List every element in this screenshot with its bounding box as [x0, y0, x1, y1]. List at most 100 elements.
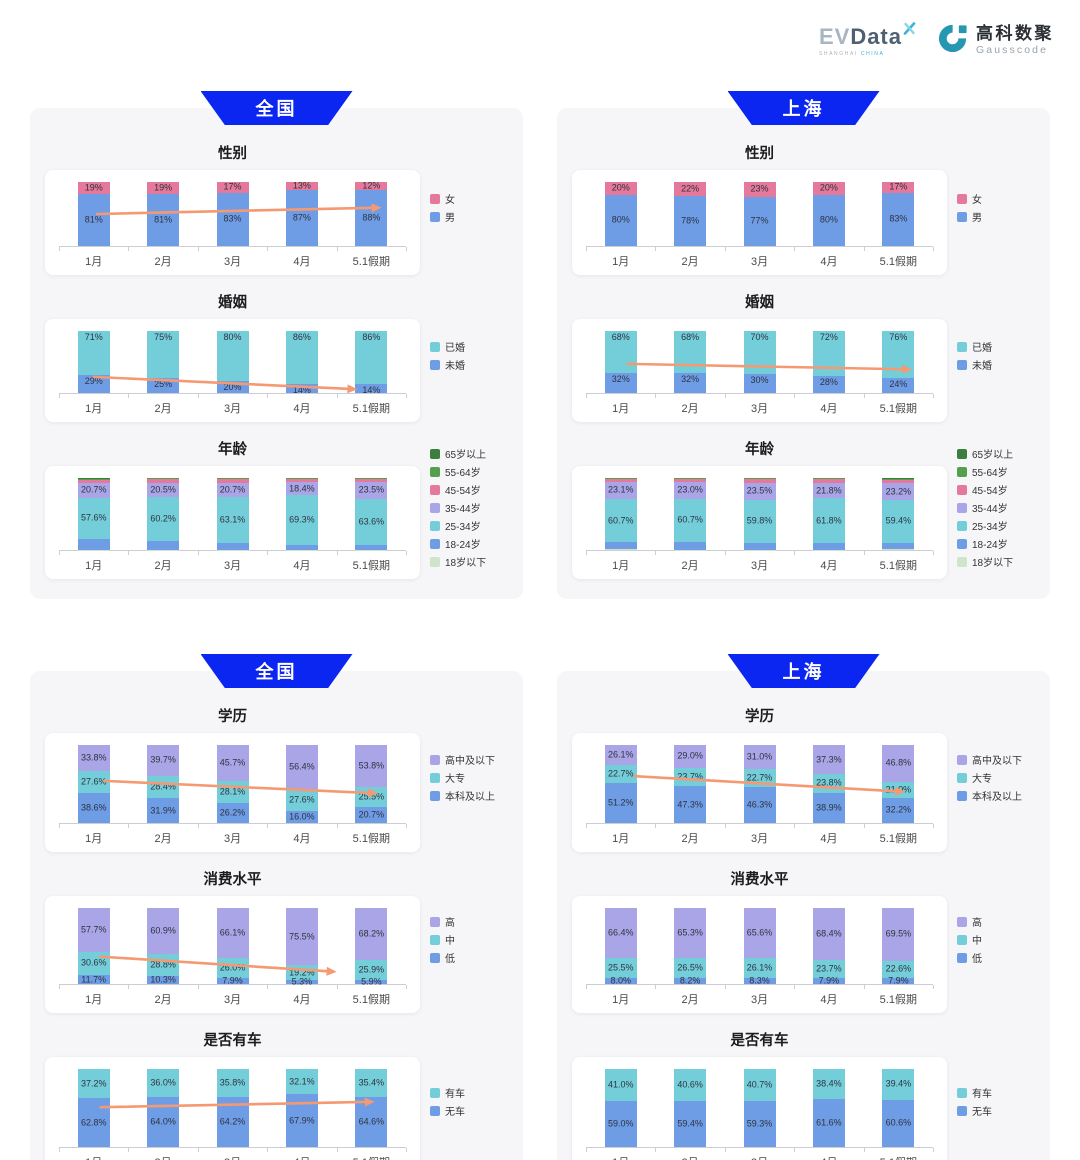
bar-segment: 28.8% — [147, 954, 180, 977]
legend-item-大专[interactable]: 大专 — [430, 770, 508, 785]
legend-label: 18岁以下 — [972, 558, 1014, 569]
segment-value-label: 60.2% — [150, 513, 176, 524]
legend-item-65岁以上[interactable]: 65岁以上 — [957, 446, 1035, 461]
bar-segment: 28.1% — [216, 780, 249, 803]
legend-item-无车[interactable]: 无车 — [430, 1103, 508, 1118]
legend-label: 未婚 — [972, 361, 992, 372]
legend-label: 高中及以下 — [445, 756, 495, 767]
segment-value-label: 65.6% — [746, 927, 773, 938]
legend-item-有车[interactable]: 有车 — [430, 1085, 508, 1100]
legend-item-女[interactable]: 女 — [430, 191, 508, 206]
x-axis-label: 1月 — [85, 994, 103, 1006]
chart-title: 是否有车 — [730, 1033, 789, 1049]
bar-segment: 51.2% — [604, 783, 637, 823]
segment-value-label: 23.5% — [358, 484, 385, 495]
bar-slot: 35.8% 64.2% — [198, 1069, 269, 1152]
segment-value-label: 31.9% — [150, 805, 176, 816]
legend-item-男[interactable]: 男 — [957, 209, 1035, 224]
legend-item-35-44岁[interactable]: 35-44岁 — [430, 500, 508, 515]
legend-item-65岁以上[interactable]: 65岁以上 — [430, 446, 508, 461]
x-axis-labels: 1月 2月 3月 4月 5.1假期 — [59, 247, 406, 269]
legend-item-本科及以上[interactable]: 本科及以上 — [430, 788, 508, 803]
bar-segment: 30% — [743, 374, 776, 393]
legend-item-高[interactable]: 高 — [957, 914, 1035, 929]
x-axis-label: 4月 — [794, 1154, 863, 1160]
bar-slot: 22% 78% — [655, 182, 727, 251]
legend-label: 女 — [972, 195, 982, 206]
segment-value-label: 68.2% — [358, 928, 385, 939]
legend-item-未婚[interactable]: 未婚 — [957, 357, 1035, 372]
x-axis-label: 2月 — [154, 833, 172, 845]
bar-segment: 8.2% — [674, 976, 707, 985]
segment-value-label: 78% — [681, 215, 700, 226]
legend-item-18岁以下[interactable]: 18岁以下 — [430, 554, 508, 569]
legend-item-已婚[interactable]: 已婚 — [430, 339, 508, 354]
legend-item-低[interactable]: 低 — [957, 950, 1035, 965]
legend-item-35-44岁[interactable]: 35-44岁 — [957, 500, 1035, 515]
chart-card: 66.4% 25.5% 8.0% 65.3% 26.5% 8.2% 65.6% 26.1% 8.… — [572, 896, 947, 1013]
x-axis-label: 5.1假期 — [864, 1154, 933, 1160]
x-axis-label: 2月 — [681, 256, 699, 268]
segment-value-label: 59.4% — [885, 515, 912, 526]
legend-item-本科及以上[interactable]: 本科及以上 — [957, 788, 1035, 803]
legend-label: 中 — [445, 936, 455, 947]
bar-slot: 71% 29% — [59, 331, 130, 398]
legend-item-高[interactable]: 高 — [430, 914, 508, 929]
legend-item-45-54岁[interactable]: 45-54岁 — [957, 482, 1035, 497]
segment-value-label: 60.7% — [677, 514, 703, 525]
legend-item-有车[interactable]: 有车 — [957, 1085, 1035, 1100]
plot-area: 26.1% 22.7% 51.2% 29.0% 23.7% 47.3% 31.0% 22.7%… — [586, 745, 935, 828]
segment-value-label: 75.5% — [289, 931, 315, 942]
legend-item-45-54岁[interactable]: 45-54岁 — [430, 482, 508, 497]
legend-label: 已婚 — [972, 343, 992, 354]
legend-label: 35-44岁 — [445, 504, 481, 515]
legend-item-低[interactable]: 低 — [430, 950, 508, 965]
legend: 高中及以下大专本科及以上 — [420, 752, 508, 803]
bar-segment: 81% — [77, 194, 110, 246]
x-axis-label: 3月 — [223, 994, 242, 1006]
legend-item-55-64岁[interactable]: 55-64岁 — [957, 464, 1035, 479]
segment-value-label: 65.3% — [677, 927, 703, 938]
legend-item-无车[interactable]: 无车 — [957, 1103, 1035, 1118]
bar-segment: 20% — [604, 182, 637, 195]
bar-segment — [882, 478, 915, 481]
x-axis-label: 4月 — [820, 994, 838, 1006]
bar-slot: 72% 28% — [794, 331, 866, 398]
segment-value-label: 28.1% — [219, 786, 246, 797]
bar-4月: 75.5% 19.2% 5.3% — [285, 908, 318, 986]
segment-value-label: 51.2% — [607, 797, 634, 808]
legend-item-18-24岁[interactable]: 18-24岁 — [430, 536, 508, 551]
legend-item-25-34岁[interactable]: 25-34岁 — [957, 518, 1035, 533]
legend-item-18-24岁[interactable]: 18-24岁 — [957, 536, 1035, 551]
legend-item-大专[interactable]: 大专 — [957, 770, 1035, 785]
legend-item-55-64岁[interactable]: 55-64岁 — [430, 464, 508, 479]
bar-segment: 60.9% — [147, 908, 180, 955]
chart-title: 消费水平 — [730, 872, 789, 888]
segment-value-label: 83% — [223, 213, 242, 224]
legend-item-未婚[interactable]: 未婚 — [430, 357, 508, 372]
bar-segment: 88% — [355, 189, 388, 246]
segment-value-label: 21.8% — [816, 485, 842, 496]
legend-color-chip — [430, 484, 440, 495]
legend-item-高中及以下[interactable]: 高中及以下 — [957, 752, 1035, 767]
legend-item-18岁以下[interactable]: 18岁以下 — [957, 554, 1035, 569]
bar-segment: 11.7% — [77, 975, 110, 984]
legend-item-中[interactable]: 中 — [430, 932, 508, 947]
legend-color-chip — [430, 211, 440, 222]
legend-item-已婚[interactable]: 已婚 — [957, 339, 1035, 354]
bar-5.1假期: 86% 14% — [355, 331, 388, 395]
bar-slot: 32.1% 67.9% — [267, 1069, 339, 1152]
legend-color-chip — [430, 556, 440, 567]
segment-value-label: 5.9% — [361, 976, 382, 987]
legend-item-高中及以下[interactable]: 高中及以下 — [430, 752, 508, 767]
bar-3月: 23% 77% — [743, 182, 776, 246]
legend-item-25-34岁[interactable]: 25-34岁 — [430, 518, 508, 533]
legend-item-男[interactable]: 男 — [430, 209, 508, 224]
bar-segment: 59.3% — [743, 1100, 776, 1147]
segment-value-label: 32.1% — [289, 1076, 315, 1087]
legend-color-chip — [430, 790, 440, 801]
segment-value-label: 13% — [292, 180, 311, 191]
chart-national-marriage: 婚姻 71% 29% 75% 25% 80% 20% 86% 14% 86% 14% 1月 2月 3月 4月… — [45, 289, 508, 422]
legend-item-女[interactable]: 女 — [957, 191, 1035, 206]
legend-item-中[interactable]: 中 — [957, 932, 1035, 947]
